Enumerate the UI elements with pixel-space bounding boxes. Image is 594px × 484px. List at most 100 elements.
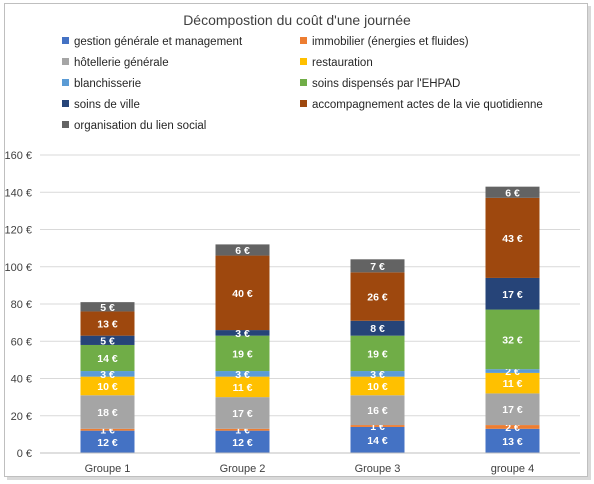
bar-segment — [215, 428, 270, 431]
bar-segment — [485, 393, 540, 426]
bar-segment — [215, 430, 270, 453]
legend-swatch — [300, 37, 307, 44]
x-axis: Groupe 1 Groupe 2 Groupe 3 groupe 4 — [40, 452, 580, 475]
data-label: 17 € — [502, 404, 523, 416]
data-label: 13 € — [502, 436, 523, 448]
legend-item-blanchisserie: blanchisserie — [62, 78, 141, 90]
data-label: 10 € — [367, 381, 388, 393]
y-tick-label: 160 € — [4, 150, 32, 162]
x-tick-label: Groupe 2 — [220, 463, 266, 475]
bar-segment — [80, 371, 135, 377]
bar-segment — [485, 425, 540, 429]
data-label: 10 € — [97, 381, 118, 393]
data-label: 26 € — [367, 292, 388, 304]
bar-segment — [350, 320, 405, 336]
x-tick-label: Groupe 1 — [85, 463, 131, 475]
legend-item-immobilier: immobilier (énergies et fluides) — [300, 36, 469, 48]
bar-segment — [80, 428, 135, 431]
bar-segment — [215, 371, 270, 377]
x-tick-label: groupe 4 — [491, 463, 534, 475]
bar-segment — [80, 395, 135, 429]
chart-title: Décompostion du coût d'une journée — [183, 12, 411, 28]
bar-segment — [350, 335, 405, 372]
bar-segment — [215, 330, 270, 336]
bar-segment — [80, 335, 135, 345]
data-label: 6 € — [235, 245, 250, 257]
legend-swatch — [300, 58, 307, 65]
legend-item-hotellerie: hôtellerie générale — [62, 57, 169, 69]
bar-segment — [485, 197, 540, 278]
data-label: 7 € — [370, 261, 385, 273]
data-label: 8 € — [370, 323, 385, 335]
legend-label: gestion générale et management — [74, 36, 243, 48]
y-tick-label: 100 € — [4, 262, 32, 274]
legend-label: organisation du lien social — [74, 120, 207, 132]
data-label: 3 € — [100, 369, 115, 381]
bar-segment — [485, 369, 540, 373]
bar-segment — [350, 259, 405, 273]
legend-item-lien-social: organisation du lien social — [62, 120, 206, 132]
bar-segment — [80, 430, 135, 453]
y-axis: 0 € 20 € 40 € 60 € 80 € 100 € 120 € 140 € 160 € — [4, 150, 32, 460]
data-label: 19 € — [367, 348, 388, 360]
data-label: 12 € — [232, 437, 253, 449]
bar-segment — [350, 426, 405, 453]
legend-label: soins dispensés par l'EHPAD — [312, 78, 461, 90]
bar-segment — [215, 397, 270, 429]
bar-segment — [350, 272, 405, 321]
data-label: 18 € — [97, 407, 118, 419]
bar-segment — [485, 428, 540, 453]
legend-item-soins-ehpad: soins dispensés par l'EHPAD — [300, 78, 460, 90]
bar-segment — [215, 244, 270, 256]
data-label: 3 € — [235, 369, 250, 381]
data-label: 16 € — [367, 405, 388, 417]
legend-label: accompagnement actes de la vie quotidien… — [312, 99, 543, 111]
legend-item-accompagnement: accompagnement actes de la vie quotidien… — [300, 99, 543, 111]
y-tick-label: 40 € — [11, 374, 32, 386]
data-label: 3 € — [235, 328, 250, 340]
bars: 12 €1 €18 €10 €3 €14 €5 €13 €5 €12 €1 €1… — [80, 186, 540, 453]
y-tick-label: 120 € — [4, 225, 32, 237]
legend-swatch — [62, 58, 69, 65]
bar-segment — [80, 302, 135, 312]
data-label: 14 € — [97, 353, 118, 365]
data-label: 43 € — [502, 233, 523, 245]
y-tick-label: 60 € — [11, 336, 32, 348]
bar-segment — [485, 277, 540, 310]
x-tick-label: Groupe 3 — [355, 463, 401, 475]
legend-item-restauration: restauration — [300, 57, 373, 69]
bar-segment — [350, 376, 405, 396]
bar-segment — [350, 395, 405, 426]
legend-item-gestion: gestion générale et management — [62, 36, 242, 48]
legend-swatch — [300, 100, 307, 107]
legend-swatch — [62, 37, 69, 44]
data-label: 19 € — [232, 348, 253, 360]
legend-label: hôtellerie générale — [74, 57, 169, 69]
legend-item-soins-ville: soins de ville — [62, 99, 140, 111]
data-label: 40 € — [232, 288, 253, 300]
bar-segment — [80, 311, 135, 336]
legend-label: blanchisserie — [74, 78, 142, 90]
data-label: 5 € — [100, 335, 115, 347]
y-tick-label: 20 € — [11, 411, 32, 423]
data-label: 6 € — [505, 187, 520, 199]
legend-swatch — [300, 79, 307, 86]
bar-segment — [485, 186, 540, 198]
y-tick-label: 140 € — [4, 187, 32, 199]
legend-swatch — [62, 100, 69, 107]
data-label: 32 € — [502, 334, 523, 346]
data-label: 17 € — [232, 408, 253, 420]
legend-label: soins de ville — [74, 99, 140, 111]
data-label: 3 € — [370, 369, 385, 381]
data-label: 11 € — [503, 378, 523, 390]
bar-segment — [350, 371, 405, 377]
legend-label: immobilier (énergies et fluides) — [312, 36, 469, 48]
data-label: 5 € — [100, 302, 115, 314]
bar-segment — [215, 376, 270, 398]
y-tick-label: 0 € — [17, 448, 32, 460]
data-label: 12 € — [97, 437, 118, 449]
y-tick-label: 80 € — [11, 299, 32, 311]
bar-segment — [80, 344, 135, 372]
legend-label: restauration — [312, 57, 373, 69]
